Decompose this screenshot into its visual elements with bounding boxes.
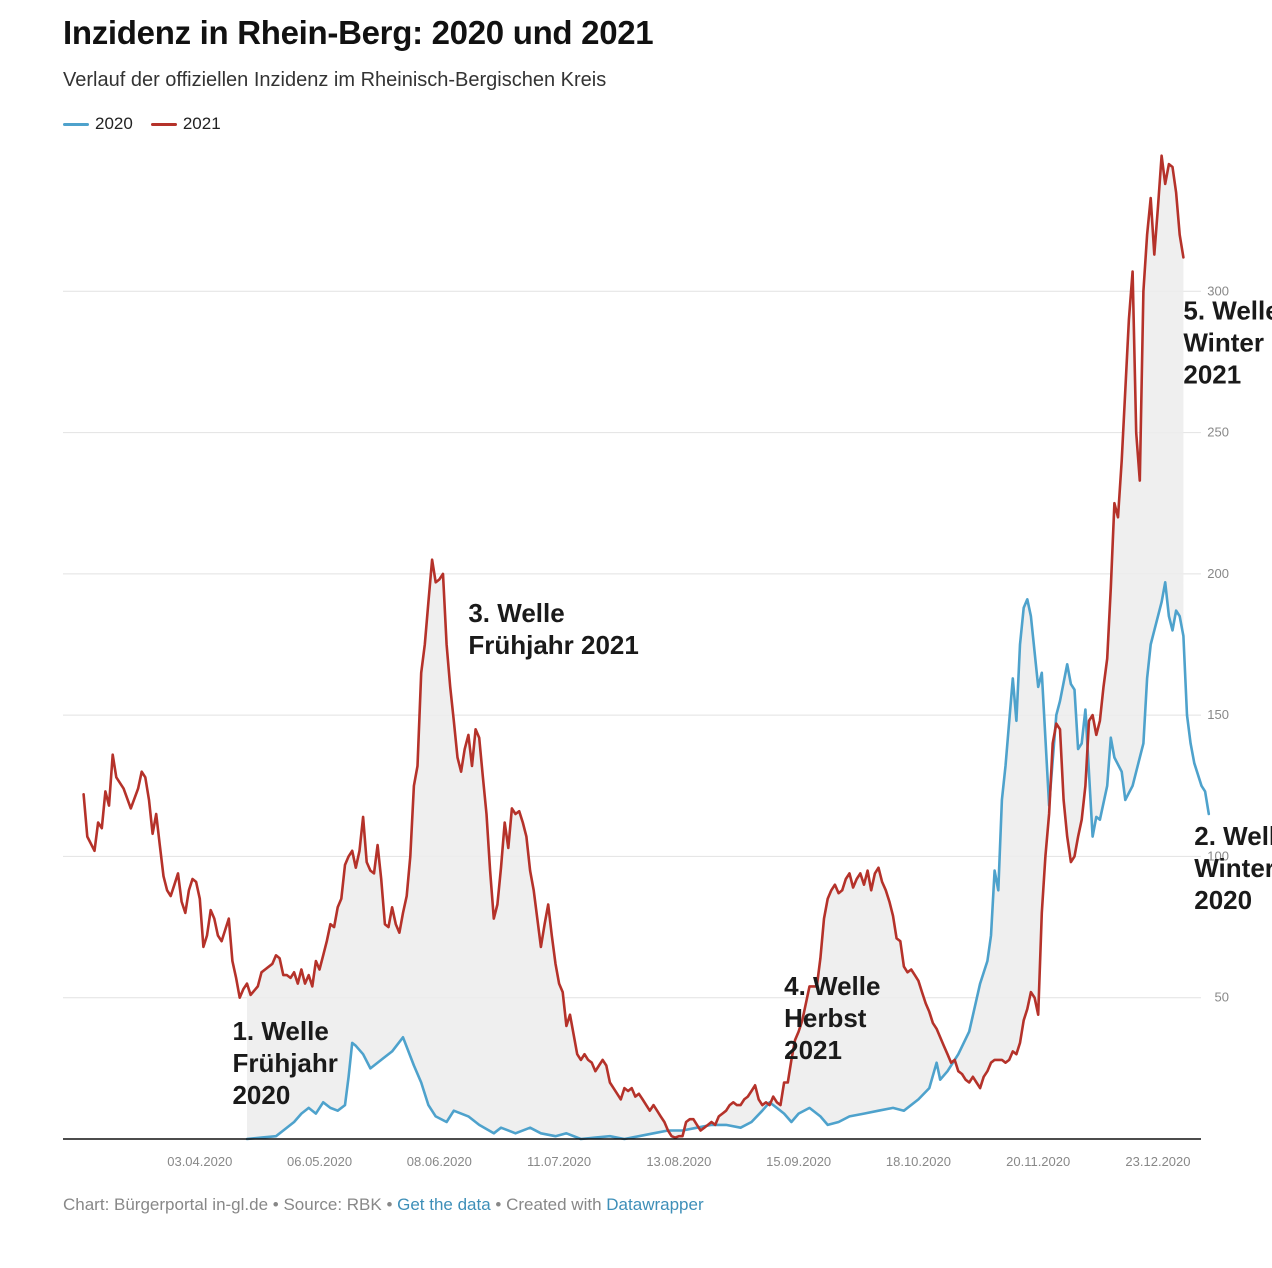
chart-credit: Chart: Bürgerportal in-gl.de	[63, 1195, 269, 1214]
annotation-line: Winter	[1183, 328, 1264, 358]
y-tick-label: 50	[1215, 990, 1229, 1005]
annotation-line: Winter	[1194, 853, 1272, 883]
source-text: Source: RBK	[283, 1195, 382, 1214]
y-tick-label: 250	[1207, 425, 1229, 440]
annotation-line: 2021	[1183, 360, 1241, 390]
y-tick-label: 150	[1207, 707, 1229, 722]
footer-separator: •	[268, 1195, 284, 1214]
get-the-data-link[interactable]: Get the data	[397, 1195, 491, 1214]
datawrapper-link[interactable]: Datawrapper	[606, 1195, 704, 1214]
x-tick-label: 23.12.2020	[1125, 1154, 1190, 1169]
chart-subtitle: Verlauf der offiziellen Inzidenz im Rhei…	[63, 69, 607, 91]
annotation-line: 4. Welle	[784, 971, 880, 1001]
wave-annotation: 2. WelleWinter2020	[1194, 821, 1272, 915]
legend-label-2021: 2021	[182, 114, 221, 133]
annotation-line: Frühjahr	[232, 1048, 337, 1078]
legend-swatch-2021	[150, 122, 177, 126]
legend-swatch-2020	[63, 122, 89, 126]
series-line-2020	[245, 581, 1211, 1141]
x-tick-label: 20.11.2020	[1006, 1154, 1070, 1169]
x-tick-label: 06.05.2020	[287, 1154, 352, 1169]
x-tick-label: 08.06.2020	[407, 1154, 472, 1169]
annotation-line: Herbst	[784, 1003, 867, 1033]
annotation-line: 3. Welle	[468, 598, 564, 628]
annotation-line: 2020	[1194, 885, 1252, 915]
annotation-line: 2. Welle	[1194, 821, 1272, 851]
created-with-text: Created with	[506, 1195, 607, 1214]
footer-separator: •	[381, 1195, 398, 1214]
y-tick-label: 200	[1207, 566, 1229, 581]
annotation-line: 1. Welle	[232, 1016, 328, 1046]
footer-separator: •	[490, 1195, 507, 1214]
series-line-2021	[82, 154, 1185, 1139]
range-area	[247, 155, 1184, 1139]
annotation-line: Frühjahr 2021	[468, 630, 639, 660]
y-tick-label: 300	[1207, 283, 1229, 298]
chart-footer: Chart: Bürgerportal in-gl.de • Source: R…	[63, 1195, 704, 1215]
legend-label-2020: 2020	[95, 114, 133, 133]
x-tick-label: 11.07.2020	[527, 1154, 591, 1169]
legend-item-2021: 2021	[150, 114, 221, 134]
annotation-line: 5. Welle	[1183, 296, 1272, 326]
x-tick-label: 03.04.2020	[167, 1154, 232, 1169]
x-tick-label: 15.09.2020	[766, 1154, 831, 1169]
legend-item-2020: 2020	[63, 114, 133, 134]
annotation-line: 2020	[232, 1080, 290, 1110]
y-tick-label: 100	[1207, 848, 1229, 863]
legend: 2020 2021	[63, 114, 221, 134]
x-tick-label: 13.08.2020	[646, 1154, 711, 1169]
chart-title: Inzidenz in Rhein-Berg: 2020 und 2021	[63, 14, 654, 51]
annotation-line: 2021	[784, 1035, 842, 1065]
x-tick-label: 18.10.2020	[886, 1154, 951, 1169]
